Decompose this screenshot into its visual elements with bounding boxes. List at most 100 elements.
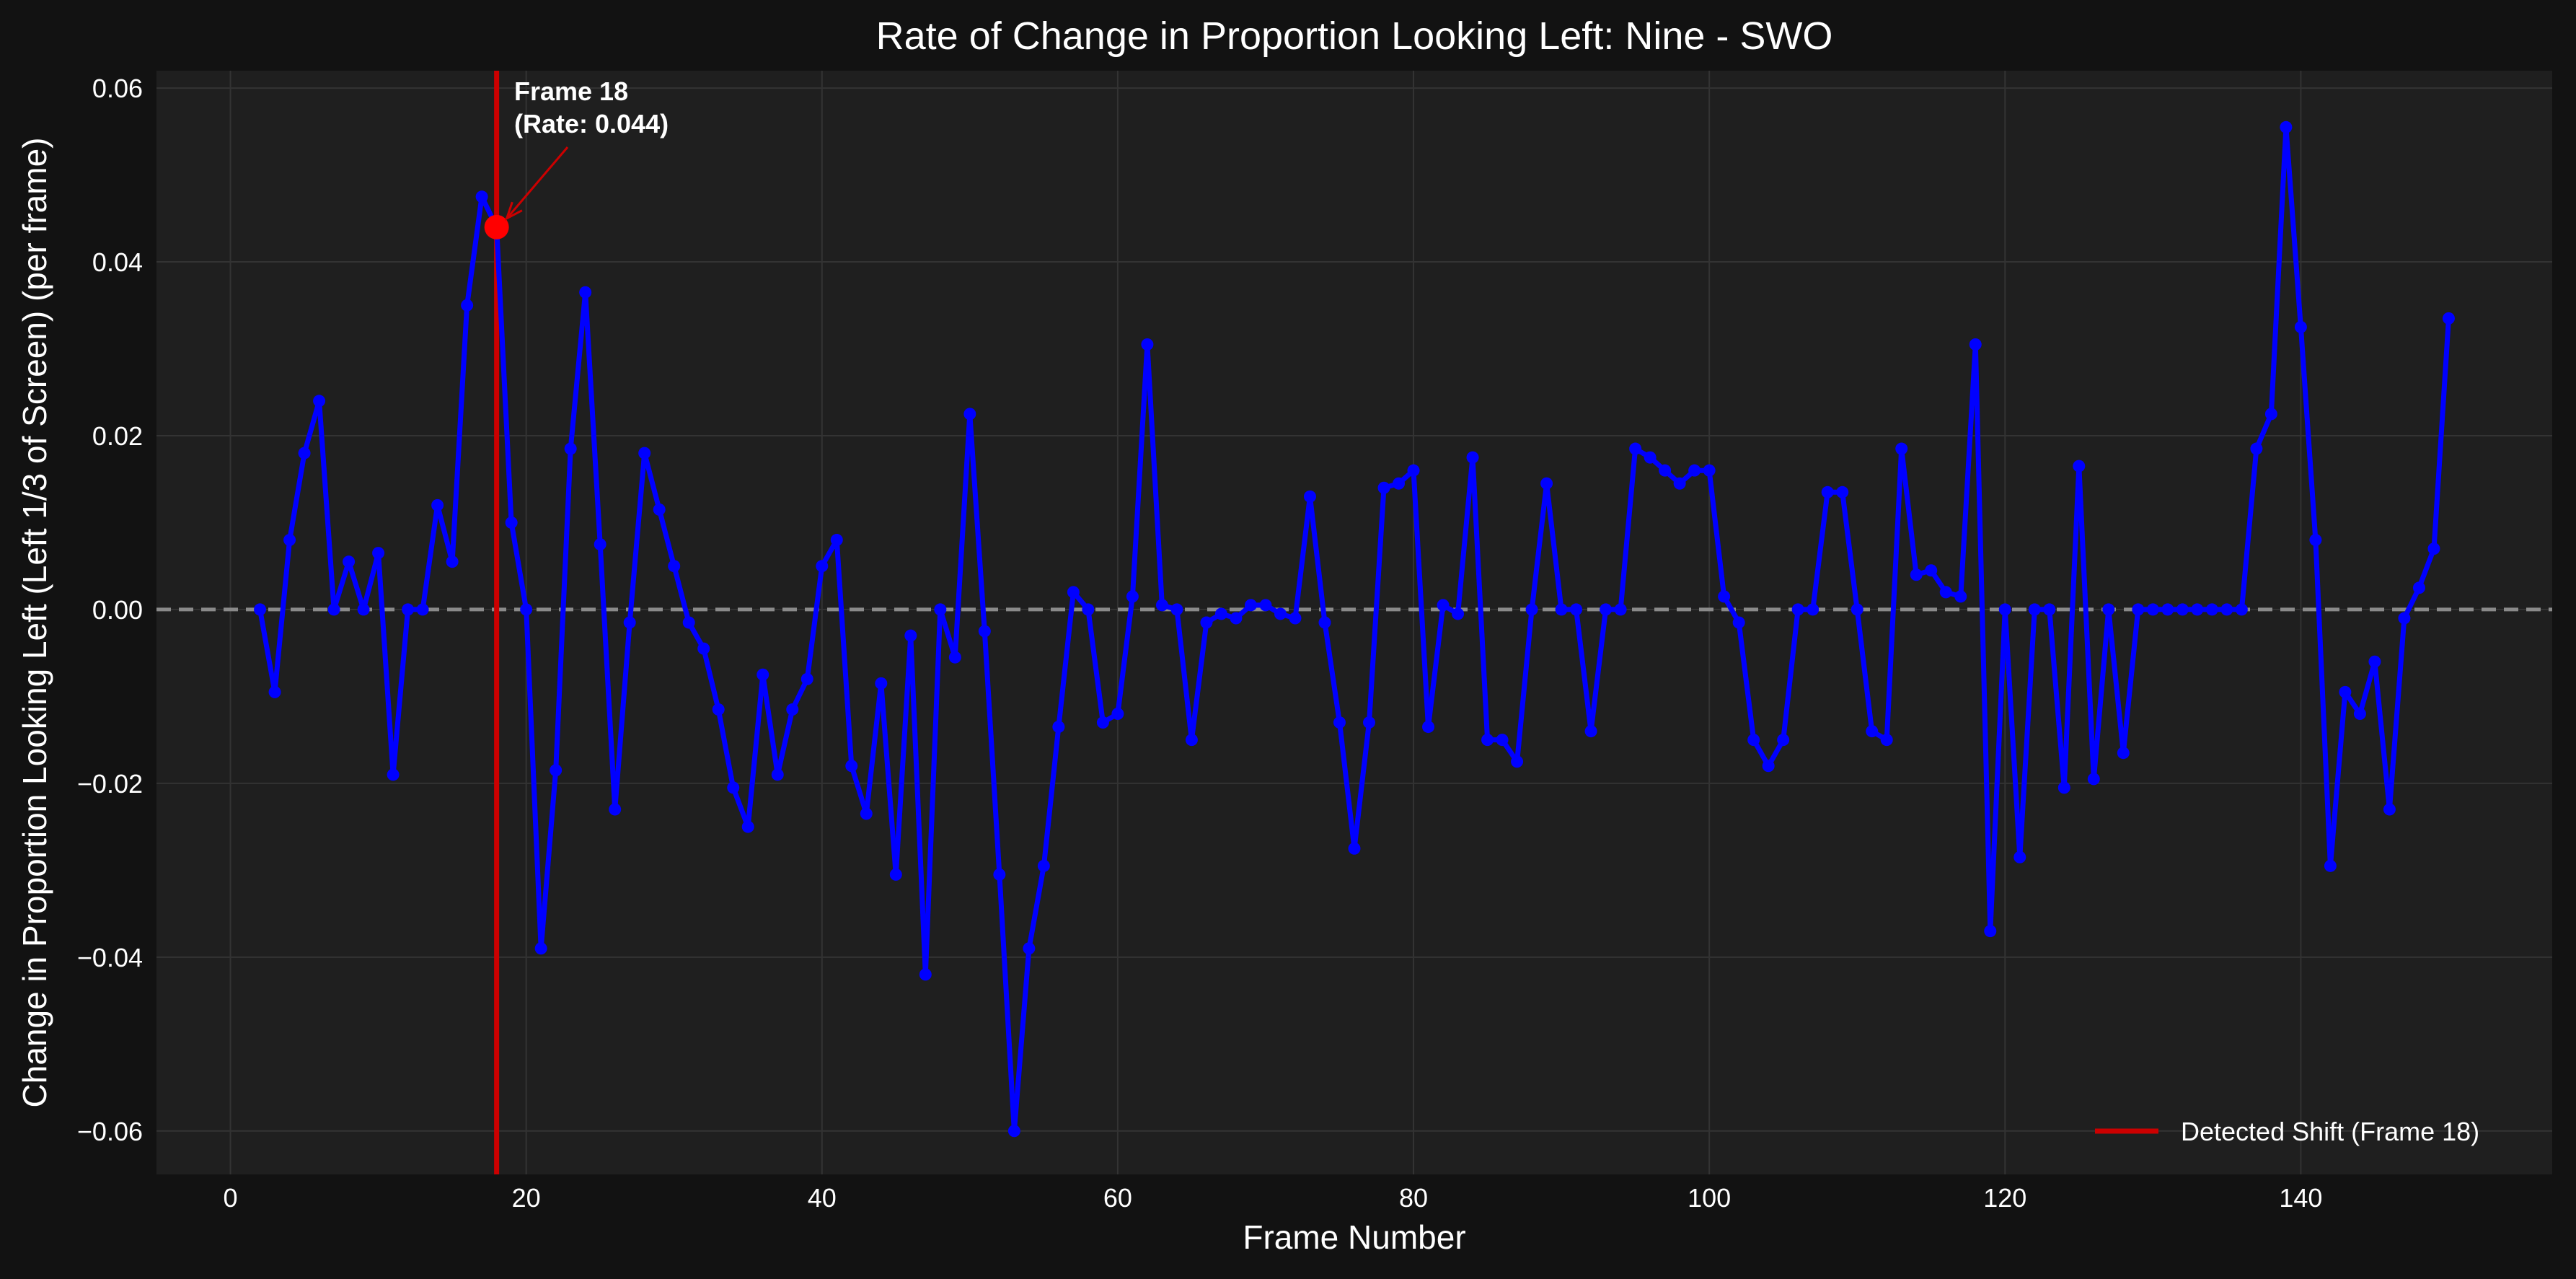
data-point: [800, 672, 813, 685]
data-point: [1629, 442, 1642, 455]
y-tick-label: −0.02: [77, 769, 143, 799]
y-tick-label: 0.06: [92, 74, 143, 103]
data-point: [2146, 603, 2159, 616]
data-point: [1644, 451, 1657, 464]
legend: Detected Shift (Frame 18): [2095, 1117, 2479, 1146]
data-point: [254, 603, 267, 616]
data-point: [623, 616, 636, 629]
x-axis-label: Frame Number: [1243, 1218, 1465, 1256]
data-point: [1540, 477, 1553, 490]
data-point: [1155, 599, 1168, 612]
data-point: [1141, 338, 1154, 351]
data-point: [1659, 464, 1672, 477]
data-point: [1466, 451, 1479, 464]
data-point: [431, 498, 444, 511]
data-point: [1303, 490, 1316, 503]
x-tick-label: 120: [1983, 1183, 2026, 1213]
data-point: [1082, 603, 1095, 616]
data-point: [2383, 803, 2396, 816]
data-point: [2028, 603, 2041, 616]
plot-area: [156, 71, 2552, 1174]
data-point: [1023, 942, 1036, 955]
data-point: [889, 868, 902, 881]
legend-label[interactable]: Detected Shift (Frame 18): [2181, 1117, 2479, 1146]
data-point: [727, 781, 740, 794]
data-point: [1496, 734, 1509, 747]
data-point: [2205, 603, 2218, 616]
data-point: [1954, 590, 1967, 603]
data-point: [1969, 338, 1982, 351]
data-point: [757, 668, 769, 681]
data-point: [416, 603, 429, 616]
data-point: [2102, 603, 2115, 616]
data-point: [1511, 755, 1524, 768]
data-point: [1939, 586, 1952, 599]
data-point: [2176, 603, 2189, 616]
data-point: [682, 616, 695, 629]
data-point: [1718, 590, 1731, 603]
data-point: [1437, 599, 1450, 612]
data-point: [1214, 607, 1227, 620]
data-point: [2013, 851, 2026, 863]
data-point: [564, 442, 577, 455]
data-point: [2398, 612, 2411, 625]
data-point: [2309, 534, 2322, 547]
data-point: [2132, 603, 2145, 616]
data-point: [1895, 442, 1908, 455]
data-point: [875, 677, 888, 690]
data-point: [786, 703, 799, 716]
grid-lines: [156, 71, 2552, 1174]
data-point: [1584, 725, 1597, 738]
data-point: [1836, 485, 1849, 498]
data-point: [712, 703, 725, 716]
data-point: [1422, 721, 1435, 734]
data-point: [1525, 603, 1538, 616]
data-point: [283, 534, 296, 547]
data-point: [357, 603, 370, 616]
data-point: [2117, 747, 2130, 760]
data-point: [1067, 586, 1080, 599]
data-point: [298, 447, 311, 460]
data-point: [1555, 603, 1568, 616]
data-point: [1777, 734, 1790, 747]
data-point: [919, 968, 932, 981]
data-point: [1377, 481, 1390, 494]
data-point: [1037, 859, 1050, 872]
data-point: [1007, 1125, 1020, 1138]
data-point: [2161, 603, 2174, 616]
data-point: [1998, 603, 2011, 616]
data-point: [2073, 460, 2086, 473]
annotation-arrow: [506, 146, 569, 219]
data-point: [1200, 616, 1213, 629]
data-point: [668, 560, 681, 573]
x-tick-label: 0: [224, 1183, 238, 1213]
data-point: [1348, 842, 1361, 855]
data-point: [2294, 320, 2307, 333]
data-point: [1880, 734, 1893, 747]
data-point: [2427, 542, 2440, 555]
data-point: [1910, 568, 1923, 581]
data-point: [904, 629, 917, 642]
data-point: [830, 534, 843, 547]
data-point: [1363, 716, 1376, 729]
data-point: [402, 603, 415, 616]
data-point: [978, 625, 991, 638]
data-point: [1333, 716, 1346, 729]
y-axis-ticks: −0.06 −0.04 −0.02 0.00 0.02 0.04 0.06: [77, 74, 143, 1146]
data-point: [1452, 607, 1465, 620]
data-point: [1851, 603, 1863, 616]
data-point: [1274, 607, 1287, 620]
data-point: [1925, 564, 1938, 577]
data-point: [2412, 581, 2425, 594]
data-point: [475, 190, 488, 203]
y-axis-label: Change in Proportion Looking Left (Left …: [16, 138, 53, 1108]
data-point: [1185, 734, 1198, 747]
data-point: [845, 760, 858, 773]
data-point: [1614, 603, 1627, 616]
data-point: [2250, 442, 2263, 455]
data-point: [993, 868, 1006, 881]
x-tick-label: 20: [512, 1183, 541, 1213]
data-point: [1821, 485, 1834, 498]
data-point: [594, 538, 606, 551]
data-point: [534, 942, 547, 955]
